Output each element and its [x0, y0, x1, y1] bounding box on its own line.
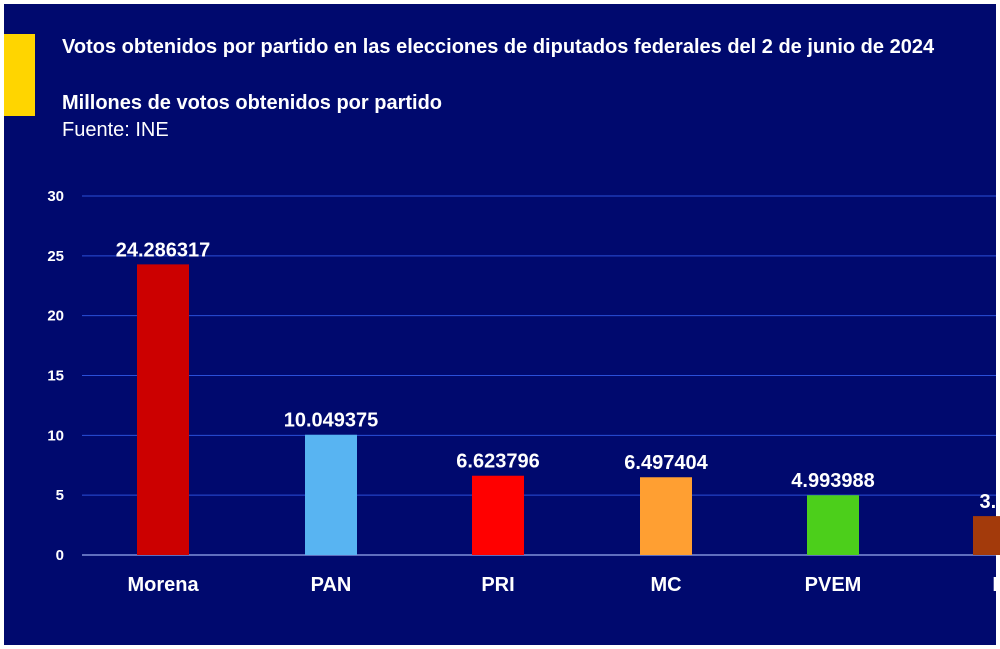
y-tick-label: 0	[56, 547, 64, 564]
bar	[472, 475, 524, 555]
category-label: PRI	[481, 574, 514, 596]
bar	[305, 434, 357, 555]
chart-title: Votos obtenidos por partido en las elecc…	[62, 36, 935, 58]
bar	[973, 516, 1000, 555]
data-label: 6.623796	[456, 451, 539, 473]
accent-bar	[4, 34, 35, 116]
data-label: 24.286317	[116, 239, 211, 261]
bar	[807, 495, 859, 555]
y-tick-label: 20	[47, 308, 64, 325]
data-label: 10.049375	[284, 410, 379, 432]
category-label: Morena	[127, 574, 199, 596]
y-tick-label: 15	[47, 368, 64, 385]
data-label: 3.25	[980, 491, 1000, 513]
y-tick-label: 10	[47, 427, 64, 444]
chart-source: Fuente: INE	[62, 119, 169, 141]
data-label: 6.497404	[624, 452, 708, 474]
bar	[137, 264, 189, 555]
chart-subtitle: Millones de votos obtenidos por partido	[62, 92, 443, 114]
category-label: PAN	[311, 574, 352, 596]
y-tick-label: 5	[56, 487, 64, 504]
bar	[640, 477, 692, 555]
category-label: PVEM	[805, 574, 862, 596]
y-tick-label: 30	[47, 188, 64, 205]
y-tick-label: 25	[47, 248, 64, 265]
category-label: MC	[650, 574, 681, 596]
category-label: P	[992, 574, 1000, 596]
data-label: 4.993988	[791, 470, 874, 492]
